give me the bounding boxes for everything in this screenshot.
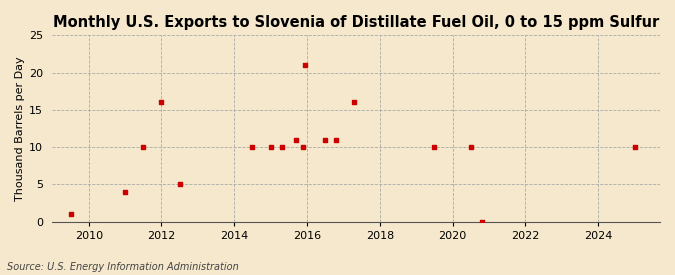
Point [465, 145, 476, 149]
Point [298, 145, 308, 149]
Point [629, 145, 640, 149]
Point [247, 145, 258, 149]
Point [300, 63, 310, 67]
Y-axis label: Thousand Barrels per Day: Thousand Barrels per Day [15, 56, 25, 201]
Point [138, 145, 148, 149]
Point [429, 145, 440, 149]
Point [119, 190, 130, 194]
Point [156, 100, 167, 104]
Point [291, 138, 302, 142]
Point [331, 138, 342, 142]
Point [320, 138, 331, 142]
Point [174, 182, 185, 187]
Point [276, 145, 287, 149]
Text: Source: U.S. Energy Information Administration: Source: U.S. Energy Information Administ… [7, 262, 238, 272]
Title: Monthly U.S. Exports to Slovenia of Distillate Fuel Oil, 0 to 15 ppm Sulfur: Monthly U.S. Exports to Slovenia of Dist… [53, 15, 659, 30]
Point [265, 145, 276, 149]
Point [349, 100, 360, 104]
Point [65, 212, 76, 216]
Point [477, 219, 487, 224]
